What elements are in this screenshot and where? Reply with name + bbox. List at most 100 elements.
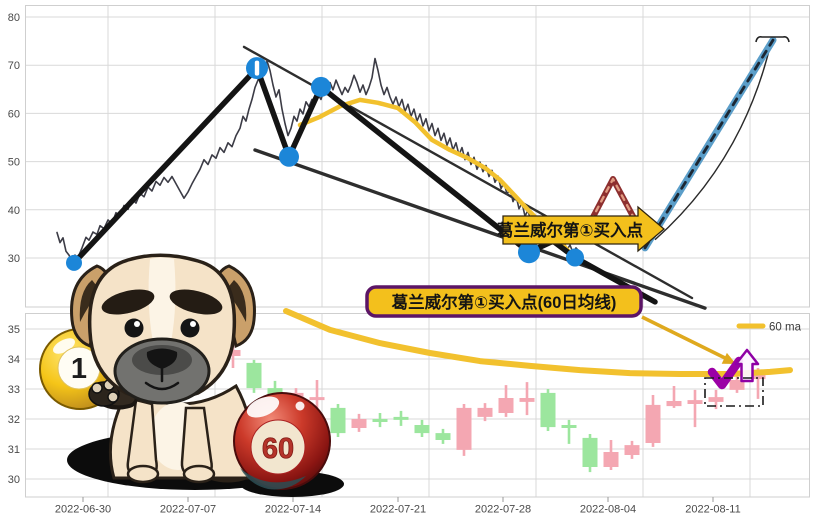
ball1-shine bbox=[53, 338, 75, 354]
xtick-label: 2022-08-11 bbox=[685, 504, 740, 516]
candle-down bbox=[477, 403, 493, 422]
candle-body bbox=[225, 350, 241, 356]
legend: 60 ma bbox=[736, 322, 802, 334]
ytick-label-bottom: 32 bbox=[8, 414, 20, 426]
xtick-label: 2022-07-28 bbox=[475, 504, 531, 516]
candle-body bbox=[477, 407, 493, 417]
dog-toe-1 bbox=[91, 382, 103, 394]
ytick-label-top: 30 bbox=[8, 253, 20, 265]
candle-up bbox=[393, 410, 409, 426]
ball1-number: 1 bbox=[71, 353, 87, 385]
candle-body bbox=[687, 400, 703, 404]
dot-i-mark bbox=[254, 60, 260, 76]
candle-up bbox=[540, 389, 556, 431]
buy-point-dot bbox=[66, 254, 82, 271]
xtick-label: 2022-08-04 bbox=[580, 504, 636, 516]
candle-body bbox=[624, 445, 640, 455]
candle-body bbox=[750, 374, 766, 380]
candle-body bbox=[582, 437, 598, 467]
dog-mouth bbox=[144, 367, 180, 391]
candle-body bbox=[708, 397, 724, 402]
dash-dot-highlight-box bbox=[704, 377, 764, 407]
dog-eye-left-glint bbox=[134, 321, 140, 327]
puppy-sticker: 1 60 bbox=[39, 253, 344, 497]
dog-front-paw-right bbox=[182, 464, 216, 484]
buy-signal-annotations bbox=[641, 315, 764, 407]
candle-up bbox=[372, 413, 388, 428]
candle-down bbox=[645, 395, 661, 447]
ytick-label-top: 50 bbox=[8, 157, 20, 169]
billiard-ball-60: 60 bbox=[233, 392, 331, 490]
dog-eye-left bbox=[124, 318, 144, 338]
candle-down bbox=[498, 385, 514, 417]
annotation-labels: 葛兰威尔第①买入点 葛兰威尔第①买入点(60日均线) bbox=[365, 205, 666, 318]
trendline-lower bbox=[253, 148, 707, 310]
dog-nose bbox=[146, 348, 178, 369]
legend-label: 60 ma bbox=[769, 322, 802, 334]
ytick-label-top: 40 bbox=[8, 205, 20, 217]
ball60-number-circle bbox=[250, 419, 306, 475]
ball60-bottom-tint bbox=[240, 468, 306, 490]
ball60-shine bbox=[246, 396, 280, 418]
ytick-label-top: 70 bbox=[8, 60, 20, 72]
gold-arrow-line bbox=[641, 315, 726, 360]
candle-up bbox=[435, 428, 451, 444]
ma60-line bbox=[283, 308, 793, 377]
purple-check-icon bbox=[707, 356, 744, 390]
projection-endcap-marker bbox=[755, 36, 790, 43]
axis-labels-layer: 80 70 60 50 40 30 35 34 33 32 31 30 2022-06-30 2022-0… bbox=[8, 12, 741, 516]
ball60-glint bbox=[295, 401, 305, 411]
candle-down bbox=[729, 376, 745, 393]
candle-body bbox=[519, 398, 535, 402]
xtick-label: 2022-06-30 bbox=[55, 504, 111, 516]
price-and-overlays-layer bbox=[56, 36, 777, 310]
ytick-label-bottom: 33 bbox=[8, 384, 20, 396]
ytick-label-top: 60 bbox=[8, 108, 20, 120]
forecast-curve bbox=[654, 38, 773, 241]
trendline-upper bbox=[242, 45, 694, 300]
buy-point-dot bbox=[311, 76, 331, 97]
candle-body bbox=[414, 425, 430, 434]
candle-down bbox=[456, 404, 472, 456]
candle-up bbox=[246, 359, 262, 393]
candle-down bbox=[519, 382, 535, 416]
candle-body bbox=[246, 362, 262, 389]
dog-eye-patch-left bbox=[101, 289, 155, 315]
ma60-line-layer bbox=[283, 308, 793, 377]
candle-body bbox=[603, 452, 619, 467]
dog-blaze bbox=[148, 257, 176, 342]
candle-body bbox=[645, 404, 661, 443]
dog-front-paw-left bbox=[126, 464, 160, 484]
ytick-label-bottom: 34 bbox=[8, 354, 20, 366]
candle-body bbox=[309, 397, 325, 401]
candle-up bbox=[582, 434, 598, 473]
candle-body bbox=[540, 392, 556, 428]
buy-point-arrow-callout-text: 葛兰威尔第①买入点 bbox=[496, 220, 643, 240]
candle-body bbox=[561, 425, 577, 428]
candle-down bbox=[624, 440, 640, 459]
candle-down bbox=[687, 389, 703, 428]
candle-body bbox=[435, 433, 451, 440]
candle-down bbox=[351, 413, 367, 432]
buy-point-ma-callout bbox=[365, 285, 643, 318]
xtick-label: 2022-07-21 bbox=[370, 504, 426, 516]
candle-down bbox=[666, 386, 682, 408]
dog-eye-right-glint bbox=[190, 321, 196, 327]
ytick-label-bottom: 31 bbox=[8, 444, 20, 456]
buy-point-dot bbox=[279, 146, 299, 167]
gold-arrow-head-icon bbox=[721, 352, 736, 364]
candle-body bbox=[393, 416, 409, 420]
candle-body bbox=[456, 407, 472, 450]
purple-up-arrow-icon bbox=[734, 348, 760, 383]
ytick-label-top: 80 bbox=[8, 12, 20, 24]
candle-up bbox=[330, 404, 346, 437]
candle-body bbox=[666, 401, 682, 407]
ball60-number: 60 bbox=[262, 433, 294, 465]
candle-up bbox=[561, 419, 577, 444]
candle-body bbox=[498, 398, 514, 413]
projection-line-dashes bbox=[643, 38, 775, 250]
buy-point-dot bbox=[518, 241, 540, 264]
dog-eye-right bbox=[180, 318, 200, 338]
